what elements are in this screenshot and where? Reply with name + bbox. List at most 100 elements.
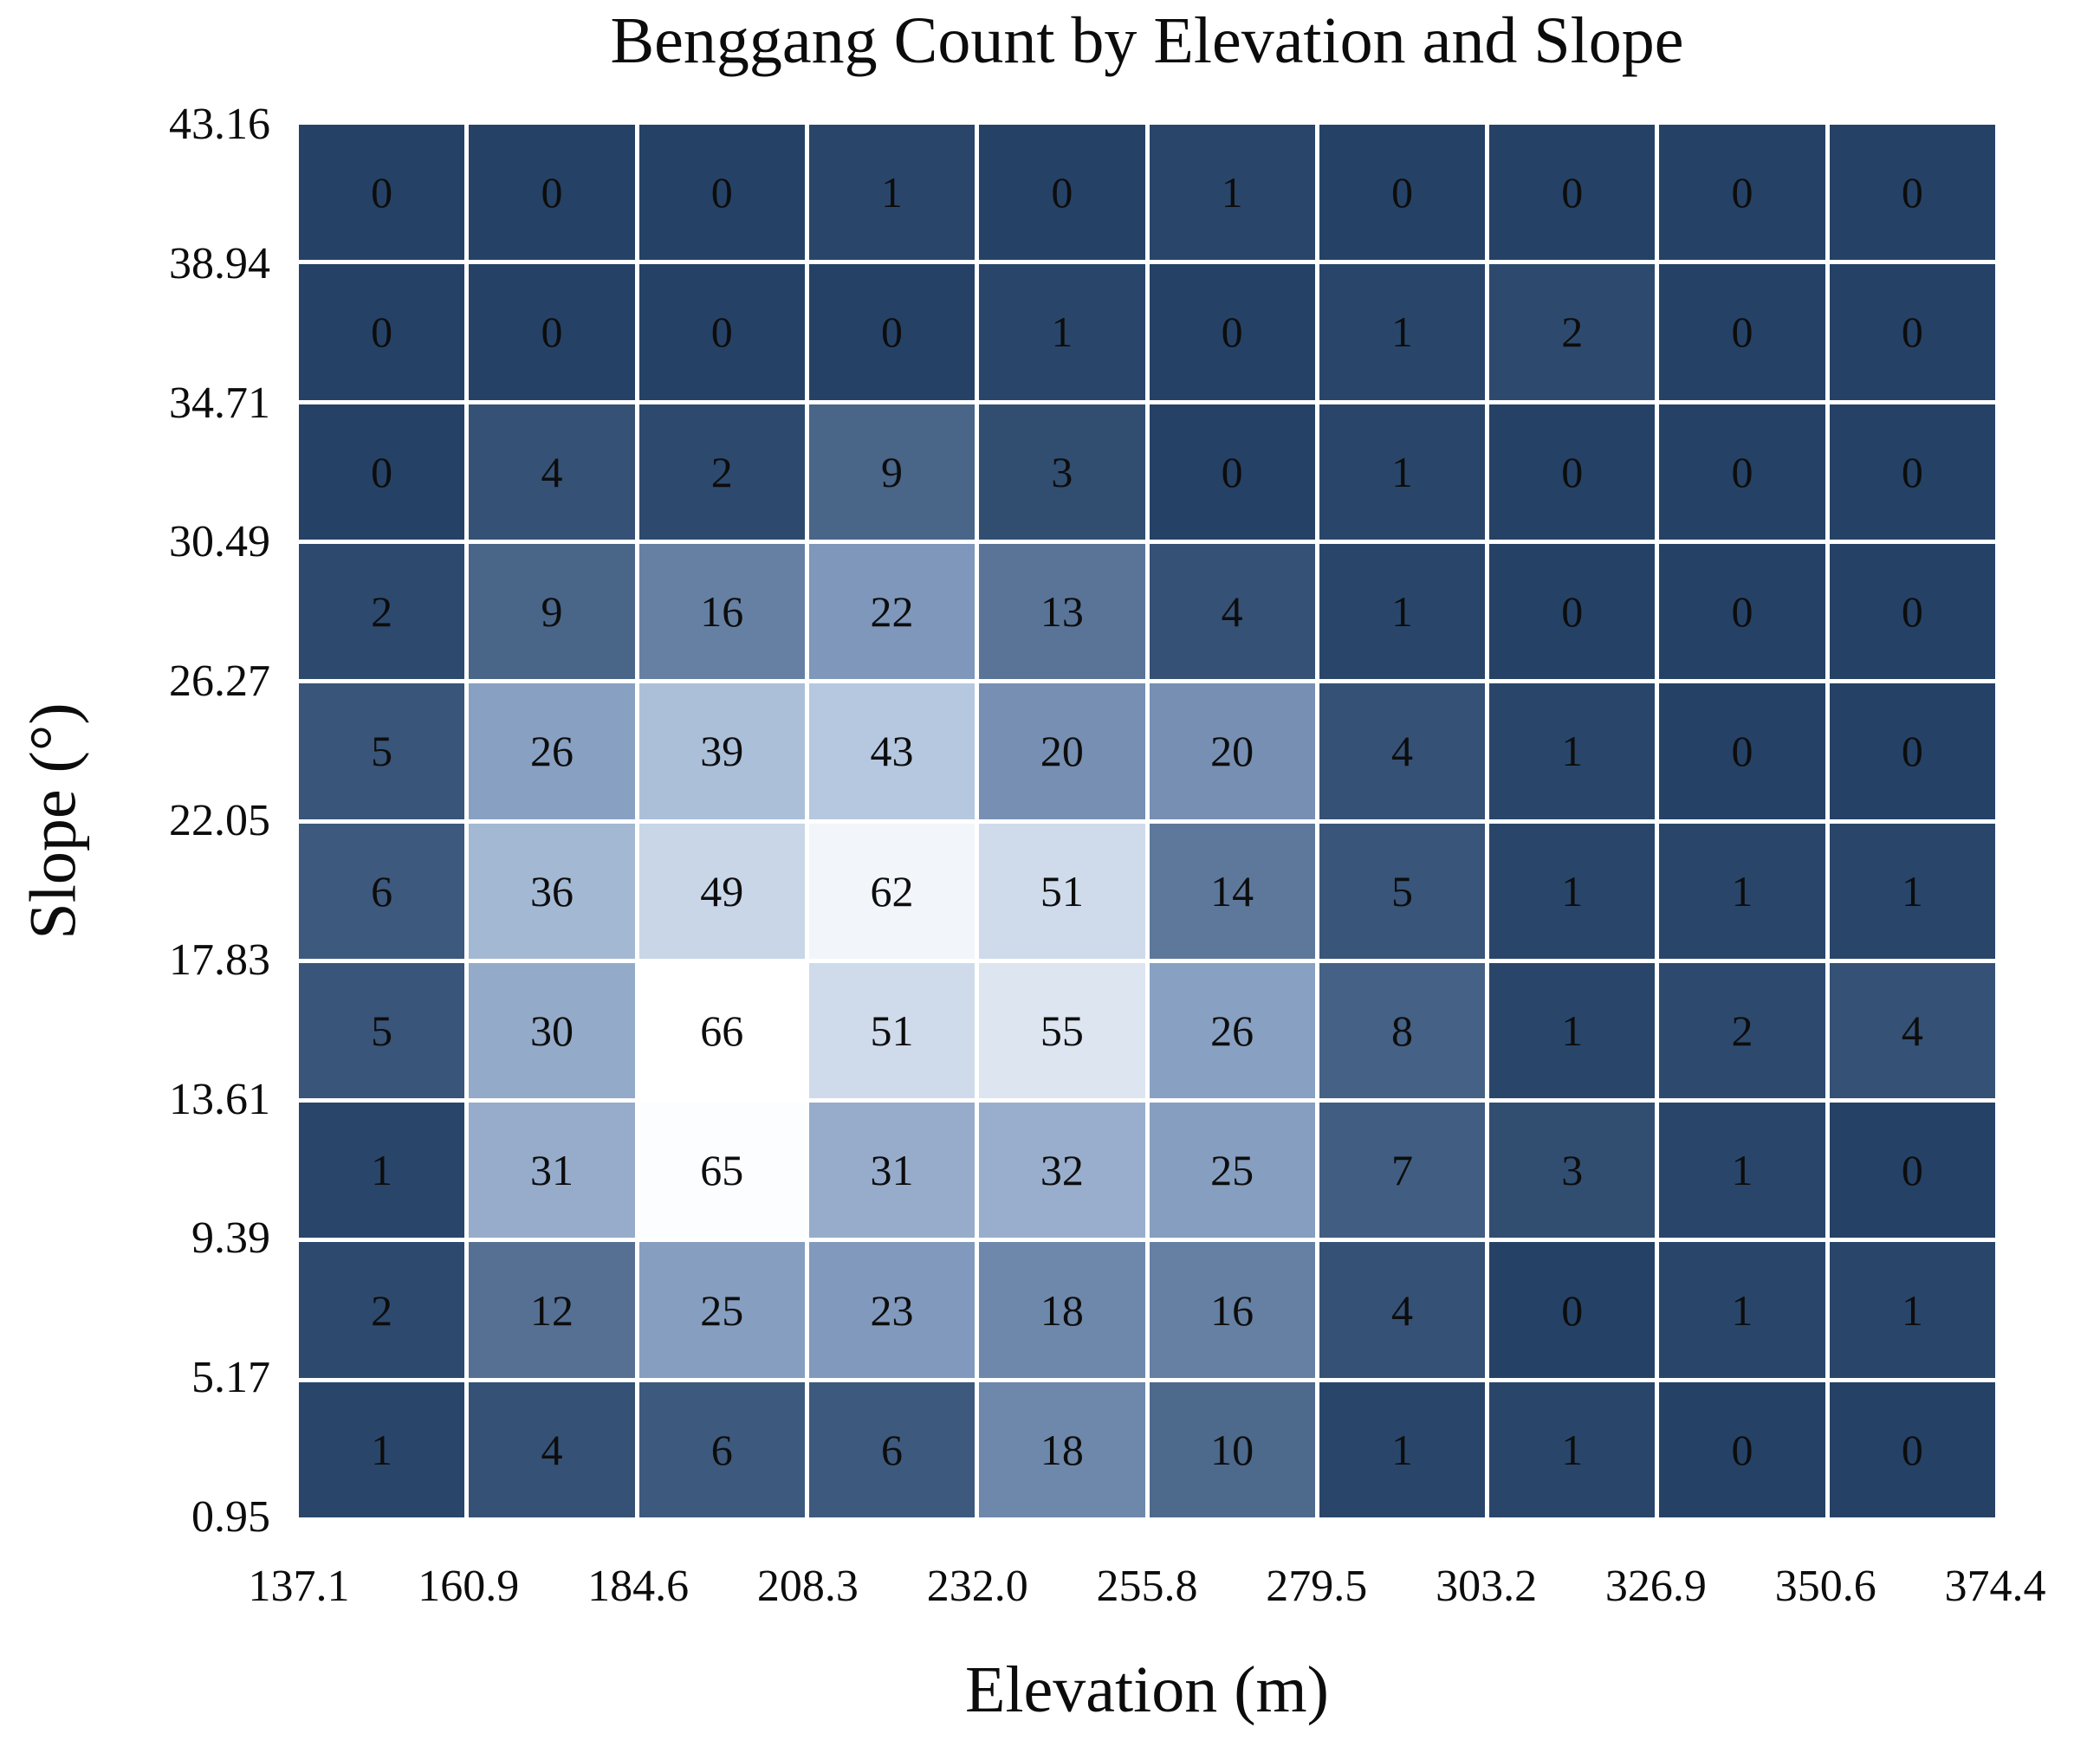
- y-tick-label: 9.39: [191, 1213, 270, 1264]
- heatmap-cell: 14: [1149, 823, 1315, 959]
- heatmap-cell: 1: [1319, 543, 1486, 680]
- heatmap-grid: 0 0 0 1 0 1 0 0 0 0 0 0 0 0 1 0 1 2 0 0 0 4 2 9 3 0 1 0 0 0 2 9 16 22 13 4 1…: [299, 125, 1995, 1517]
- heatmap-cell: 0: [1659, 125, 1825, 261]
- heatmap-cell: 0: [1489, 404, 1656, 540]
- heatmap-cell: 1: [1659, 823, 1825, 959]
- x-axis-label: Elevation (m): [965, 1653, 1329, 1726]
- heatmap-cell: 10: [1149, 1381, 1315, 1517]
- heatmap-cell: 0: [469, 264, 635, 400]
- heatmap-cell: 0: [299, 404, 465, 540]
- heatmap-cell: 1: [1319, 264, 1486, 400]
- x-tick-label: 184.6: [587, 1562, 690, 1611]
- heatmap-cell: 0: [1489, 125, 1656, 261]
- heatmap-cell: 0: [1149, 404, 1315, 540]
- y-tick-label: 26.27: [169, 657, 270, 707]
- heatmap-cell: 0: [1319, 125, 1486, 261]
- heatmap-cell: 0: [1829, 543, 1995, 680]
- heatmap-cell: 0: [1829, 1381, 1995, 1517]
- heatmap-cell: 2: [1489, 264, 1656, 400]
- y-tick-label: 30.49: [169, 517, 270, 567]
- y-tick-label: 34.71: [169, 378, 270, 428]
- heatmap-cell: 0: [1659, 404, 1825, 540]
- heatmap-cell: 8: [1319, 962, 1486, 1099]
- heatmap-cell: 16: [638, 543, 805, 680]
- y-tick-label: 38.94: [169, 238, 270, 288]
- heatmap-cell: 3: [1489, 1103, 1656, 1239]
- heatmap-cell: 4: [1149, 543, 1315, 680]
- heatmap-cell: 26: [469, 683, 635, 819]
- x-tick-label: 326.9: [1604, 1562, 1707, 1611]
- heatmap-cell: 0: [1489, 1242, 1656, 1378]
- heatmap-cell: 18: [979, 1242, 1145, 1378]
- heatmap-cell: 0: [1149, 264, 1315, 400]
- heatmap-cell: 4: [469, 1381, 635, 1517]
- heatmap-cell: 0: [299, 264, 465, 400]
- heatmap-cell: 4: [1319, 1242, 1486, 1378]
- heatmap-cell: 1: [1319, 1381, 1486, 1517]
- heatmap-cell: 1: [808, 125, 975, 261]
- heatmap-cell: 1: [299, 1103, 465, 1239]
- x-tick-label: 279.5: [1266, 1562, 1368, 1611]
- heatmap-cell: 1: [1319, 404, 1486, 540]
- heatmap-cell: 1: [1489, 823, 1656, 959]
- heatmap-cell: 23: [808, 1242, 975, 1378]
- heatmap-cell: 0: [1829, 264, 1995, 400]
- heatmap-cell: 31: [808, 1103, 975, 1239]
- x-tick-label: 255.8: [1096, 1562, 1198, 1611]
- heatmap-cell: 2: [1659, 962, 1825, 1099]
- heatmap-cell: 49: [638, 823, 805, 959]
- y-tick-label: 13.61: [169, 1074, 270, 1124]
- x-tick-label: 137.1: [248, 1562, 350, 1611]
- heatmap-cell: 66: [638, 962, 805, 1099]
- heatmap-cell: 3: [979, 404, 1145, 540]
- heatmap-cell: 2: [638, 404, 805, 540]
- heatmap-cell: 36: [469, 823, 635, 959]
- heatmap-cell: 26: [1149, 962, 1315, 1099]
- x-tick-label: 303.2: [1436, 1562, 1538, 1611]
- heatmap-cell: 5: [1319, 823, 1486, 959]
- heatmap-cell: 20: [979, 683, 1145, 819]
- x-tick-label: 374.4: [1944, 1562, 2046, 1611]
- y-tick-label: 17.83: [169, 935, 270, 985]
- heatmap-cell: 12: [469, 1242, 635, 1378]
- x-tick-label: 208.3: [756, 1562, 859, 1611]
- heatmap-cell: 2: [299, 1242, 465, 1378]
- heatmap-cell: 16: [1149, 1242, 1315, 1378]
- heatmap-cell: 1: [1489, 962, 1656, 1099]
- heatmap-cell: 1: [1489, 1381, 1656, 1517]
- heatmap-cell: 0: [1659, 683, 1825, 819]
- heatmap-cell: 0: [1829, 1103, 1995, 1239]
- heatmap-cell: 0: [1659, 264, 1825, 400]
- heatmap-cell: 1: [1149, 125, 1315, 261]
- heatmap-cell: 6: [638, 1381, 805, 1517]
- heatmap-cell: 1: [1659, 1103, 1825, 1239]
- y-tick-label: 0.95: [191, 1492, 270, 1542]
- heatmap-cell: 4: [1319, 683, 1486, 819]
- heatmap-cell: 1: [1659, 1242, 1825, 1378]
- heatmap-cell: 65: [638, 1103, 805, 1239]
- heatmap-cell: 0: [1489, 543, 1656, 680]
- x-tick-label: 160.9: [418, 1562, 520, 1611]
- heatmap-cell: 43: [808, 683, 975, 819]
- heatmap-cell: 0: [1659, 1381, 1825, 1517]
- heatmap-cell: 1: [1829, 1242, 1995, 1378]
- x-tick-label: 232.0: [926, 1562, 1028, 1611]
- heatmap-cell: 22: [808, 543, 975, 680]
- heatmap-cell: 1: [1829, 823, 1995, 959]
- heatmap-cell: 18: [979, 1381, 1145, 1517]
- heatmap-cell: 6: [299, 823, 465, 959]
- y-tick-label: 22.05: [169, 796, 270, 845]
- heatmap-cell: 0: [1829, 683, 1995, 819]
- heatmap-cell: 0: [638, 125, 805, 261]
- y-tick-label: 43.16: [169, 100, 270, 149]
- heatmap-cell: 9: [808, 404, 975, 540]
- heatmap-cell: 62: [808, 823, 975, 959]
- heatmap-cell: 13: [979, 543, 1145, 680]
- heatmap-cell: 30: [469, 962, 635, 1099]
- heatmap-cell: 25: [638, 1242, 805, 1378]
- heatmap-cell: 1: [1489, 683, 1656, 819]
- heatmap-cell: 0: [1829, 125, 1995, 261]
- heatmap-cell: 4: [1829, 962, 1995, 1099]
- heatmap-cell: 55: [979, 962, 1145, 1099]
- heatmap-cell: 31: [469, 1103, 635, 1239]
